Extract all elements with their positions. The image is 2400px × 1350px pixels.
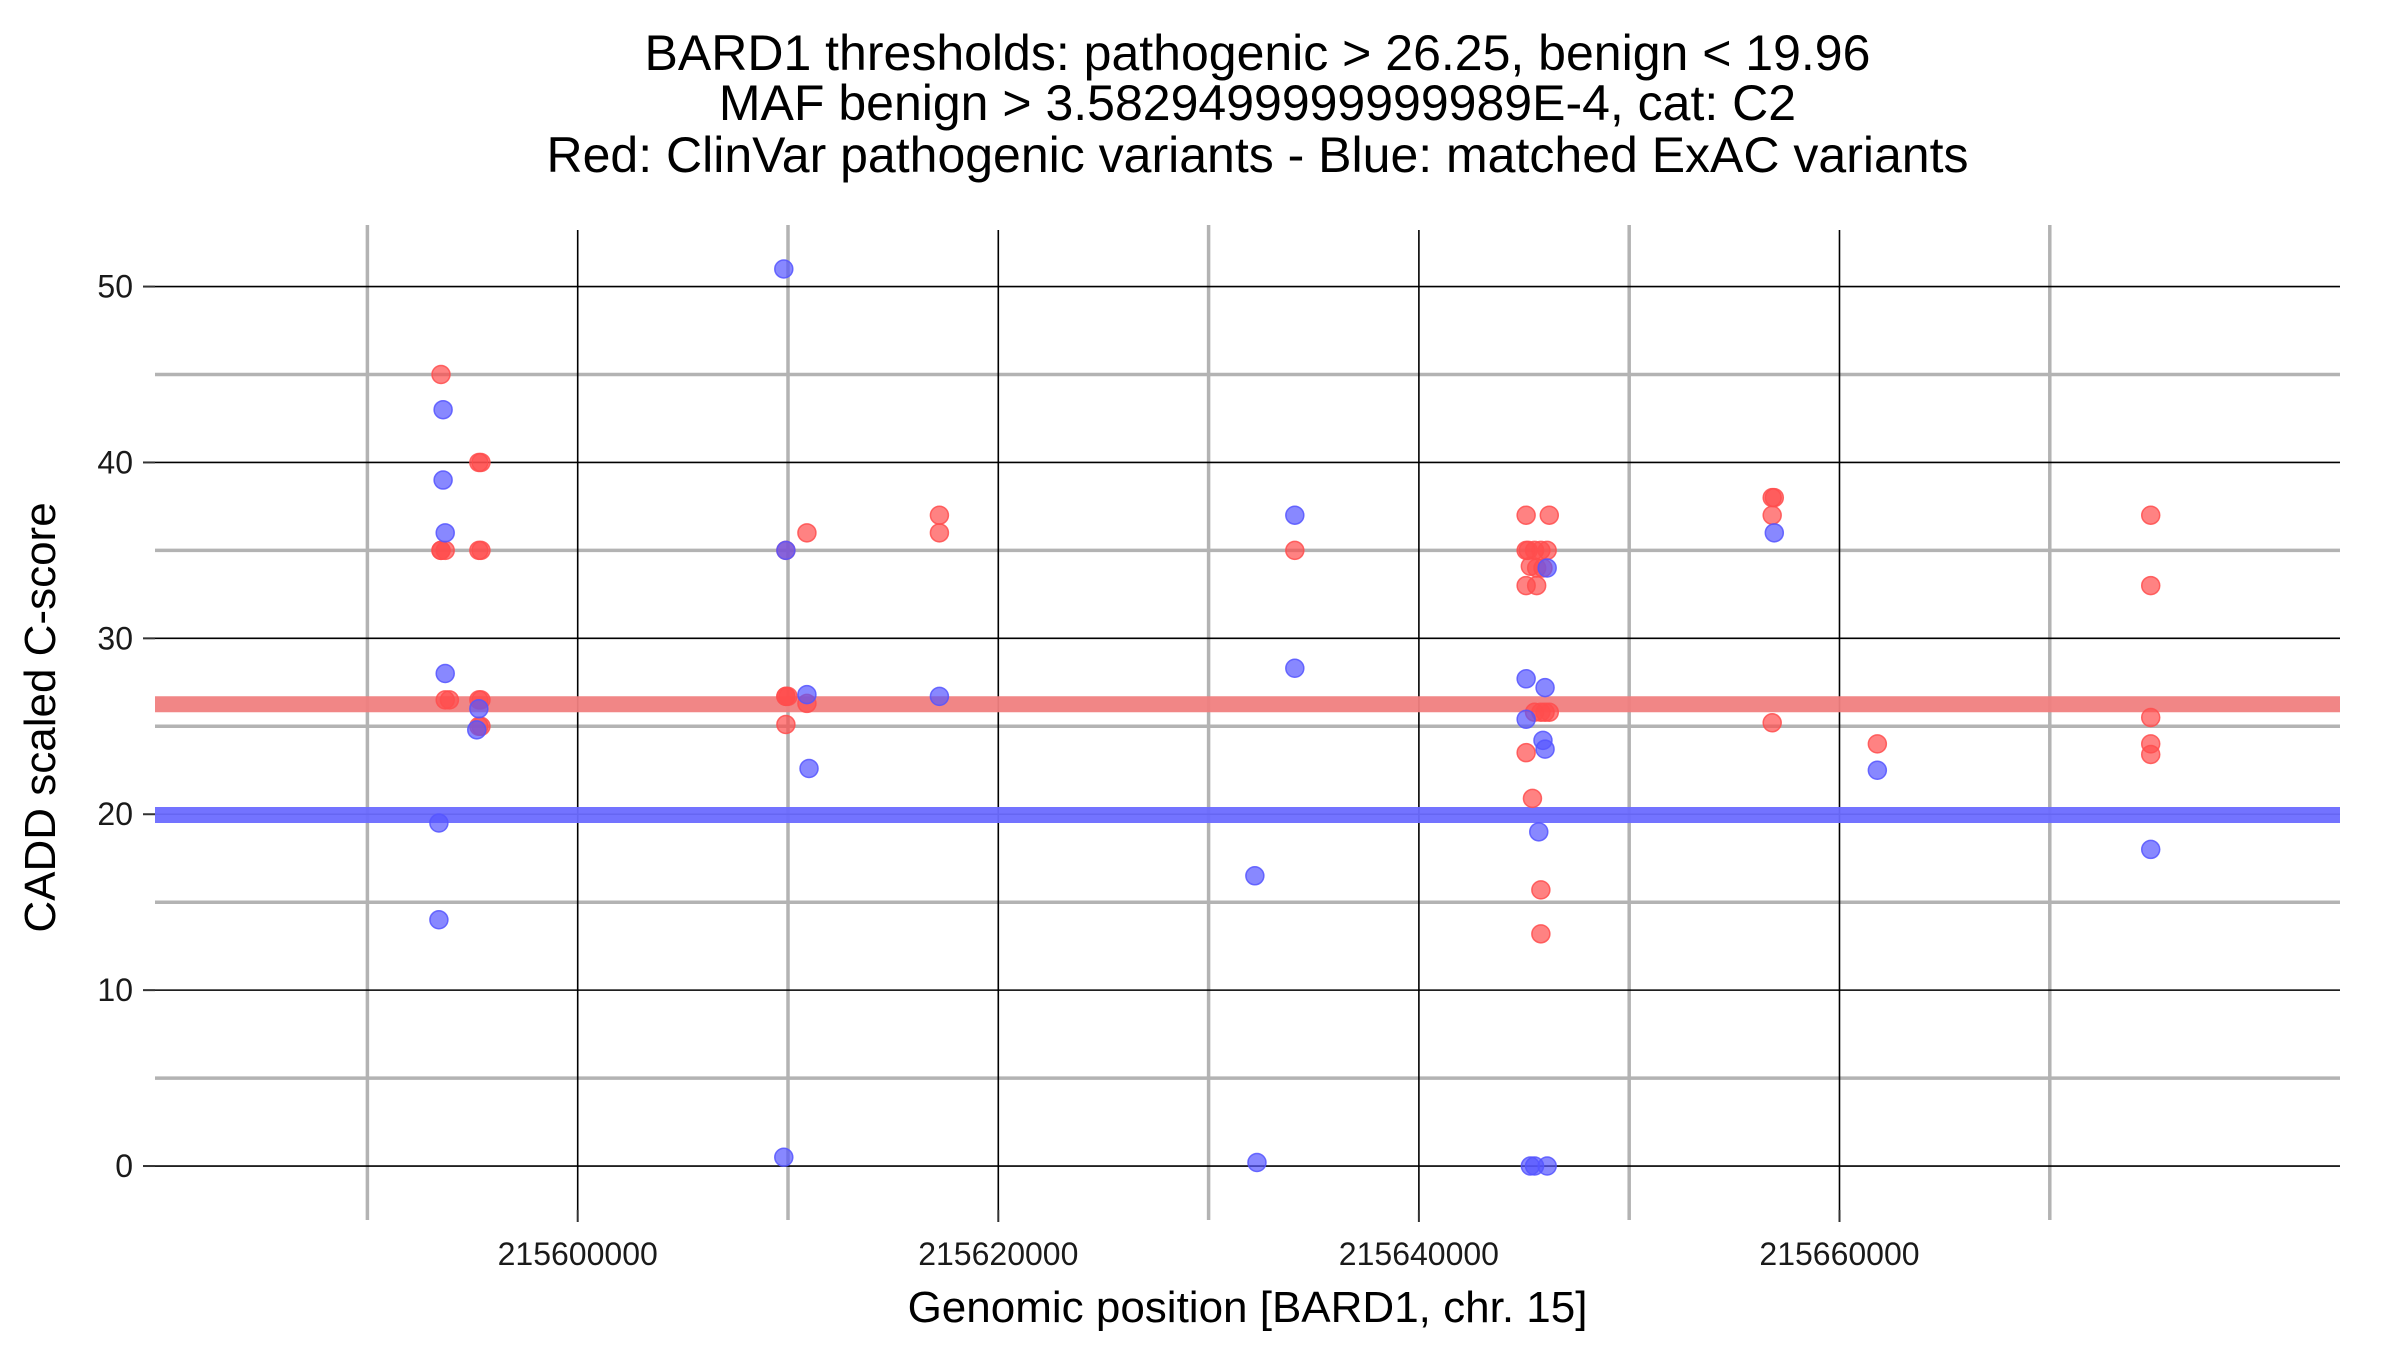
data-point	[2140, 575, 2161, 596]
data-point	[2140, 744, 2161, 765]
data-point	[1535, 677, 1555, 698]
chart-title-line-2: MAF benign > 3.5829499999999989E-4, cat:…	[719, 75, 1796, 131]
data-point	[1867, 734, 1888, 754]
y-tick-label: 20	[97, 796, 133, 832]
chart-title-line-3: Red: ClinVar pathogenic variants - Blue:…	[547, 127, 1969, 183]
data-point	[1867, 760, 1888, 781]
data-point	[429, 813, 449, 833]
data-point	[776, 540, 796, 561]
data-point	[435, 523, 455, 543]
y-tick-label: 0	[115, 1148, 133, 1184]
y-tick-label: 10	[97, 972, 133, 1008]
data-point	[799, 758, 819, 779]
y-tick-label: 50	[97, 269, 133, 305]
data-point	[439, 690, 460, 710]
data-point	[1764, 487, 1785, 508]
data-point	[774, 1147, 794, 1167]
data-point	[797, 684, 817, 705]
x-tick-label: 215640000	[1339, 1236, 1499, 1272]
y-axis-title: CADD scaled C-score	[16, 502, 65, 932]
data-point	[1764, 523, 1785, 543]
y-axis: 0 10 20 30 40 50	[97, 269, 155, 1184]
data-point	[467, 720, 487, 740]
x-axis: 215600000 215620000 215640000 215660000	[498, 1210, 1920, 1272]
data-point	[1285, 658, 1305, 678]
data-point	[471, 452, 491, 473]
data-point	[929, 686, 950, 707]
data-point	[433, 470, 453, 490]
data-point	[1537, 558, 1557, 578]
data-point	[1522, 788, 1543, 809]
x-tick-label: 215600000	[498, 1236, 658, 1272]
chart-title: BARD1 thresholds: pathogenic > 26.25, be…	[547, 25, 1969, 183]
data-point	[1245, 866, 1265, 886]
chart-title-line-1: BARD1 thresholds: pathogenic > 26.25, be…	[645, 25, 1871, 81]
data-point	[1531, 924, 1551, 944]
x-tick-label: 215620000	[918, 1236, 1078, 1272]
data-point	[2140, 505, 2161, 525]
data-point	[1531, 880, 1551, 900]
data-point	[435, 663, 455, 684]
data-point	[1285, 505, 1305, 525]
data-point	[929, 505, 950, 525]
data-point	[1516, 505, 1536, 525]
minor-gridlines	[155, 225, 2340, 1220]
data-point	[1762, 713, 1782, 733]
data-point	[1537, 1156, 1557, 1176]
data-point	[1762, 505, 1782, 525]
data-point	[774, 259, 794, 279]
data-point	[1539, 505, 1560, 525]
threshold-lines	[155, 696, 2340, 823]
data-point	[776, 714, 796, 735]
data-point	[1247, 1152, 1267, 1173]
data-point	[435, 540, 455, 561]
data-point	[929, 523, 950, 543]
data-point	[1516, 709, 1536, 730]
data-point	[431, 364, 451, 385]
data-point	[1516, 669, 1536, 689]
data-point	[2140, 707, 2161, 728]
data-point	[1526, 575, 1547, 596]
data-point	[429, 910, 449, 930]
data-point	[778, 686, 798, 707]
data-point	[433, 399, 453, 420]
data-points	[429, 259, 2161, 1176]
data-point	[1516, 742, 1536, 763]
y-tick-label: 30	[97, 620, 133, 656]
x-axis-title: Genomic position [BARD1, chr. 15]	[908, 1283, 1588, 1332]
data-point	[1539, 702, 1560, 722]
data-point	[2140, 839, 2161, 860]
x-tick-label: 215660000	[1759, 1236, 1919, 1272]
data-point	[797, 523, 817, 543]
data-point	[1535, 739, 1555, 759]
data-point	[1529, 822, 1549, 842]
data-point	[469, 698, 489, 719]
data-point	[1537, 540, 1557, 561]
data-point	[471, 540, 491, 561]
data-point	[1285, 540, 1305, 561]
y-tick-label: 40	[97, 444, 133, 480]
